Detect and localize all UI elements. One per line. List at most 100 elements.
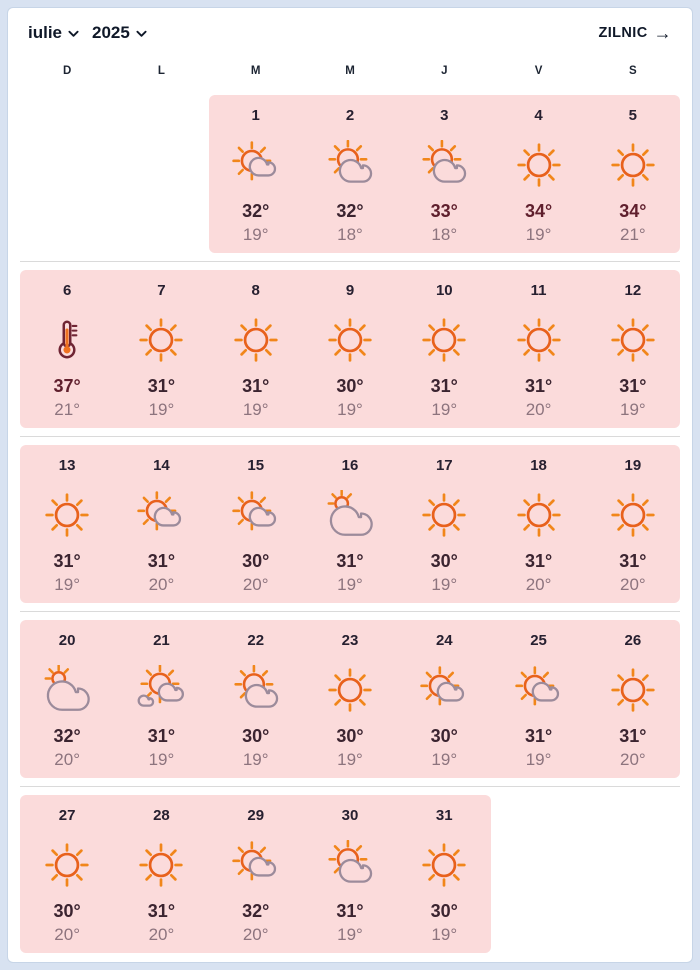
day-number: 17 xyxy=(435,457,453,474)
low-temp: 20° xyxy=(619,750,646,769)
week-divider xyxy=(20,436,680,437)
calendar-day-cell[interactable]: 27 30° 20° xyxy=(20,795,114,953)
high-temp: 31° xyxy=(430,376,458,396)
high-temp: 31° xyxy=(524,551,553,571)
weekday-label: J xyxy=(441,65,448,77)
low-temp: 19° xyxy=(431,925,458,944)
day-number: 19 xyxy=(624,457,642,474)
calendar-day-cell[interactable]: 28 31° 20° xyxy=(114,795,208,953)
sun-behind-cloud-icon xyxy=(325,133,375,197)
calendar-day-cell[interactable]: 5 34° 21° xyxy=(586,95,680,253)
calendar-day-cell[interactable]: 3 33° 18° xyxy=(397,95,491,253)
daily-view-link[interactable]: ZILNIC → xyxy=(598,24,672,42)
calendar-day-cell[interactable]: 12 31° 19° xyxy=(586,270,680,428)
low-temp: 18° xyxy=(431,225,458,244)
low-temp: 19° xyxy=(525,225,552,244)
high-temp: 30° xyxy=(430,901,458,921)
calendar-day-cell[interactable]: 13 31° 19° xyxy=(20,445,114,603)
high-temp: 30° xyxy=(336,376,364,396)
calendar-day-cell[interactable]: 4 34° 19° xyxy=(491,95,585,253)
mostly-cloudy-icon xyxy=(325,483,375,547)
weekday-label: M xyxy=(345,65,355,77)
calendar-day-cell[interactable]: 31 30° 19° xyxy=(397,795,491,953)
day-number: 1 xyxy=(251,107,260,124)
sunny-icon xyxy=(514,483,564,547)
week-divider xyxy=(20,261,680,262)
calendar-day-cell[interactable]: 8 31° 19° xyxy=(209,270,303,428)
calendar-day-cell[interactable]: 25 31° 19° xyxy=(491,620,585,778)
calendar-day-cell[interactable]: 23 30° 19° xyxy=(303,620,397,778)
high-temp: 32° xyxy=(242,201,270,221)
calendar-header: iulie 2025 ZILNIC → xyxy=(8,8,692,43)
day-number: 16 xyxy=(341,457,359,474)
calendar-day-cell[interactable]: 19 31° 20° xyxy=(586,445,680,603)
high-temp: 31° xyxy=(336,551,364,571)
arrow-right-icon: → xyxy=(653,23,672,43)
low-temp: 20° xyxy=(242,925,269,944)
low-temp: 19° xyxy=(337,750,363,769)
day-number: 3 xyxy=(440,107,449,124)
high-temp: 30° xyxy=(242,551,270,571)
week-row: 20 32° 20° 21 31° 19° 22 30° 19° 23 30° 19° 24 30° 19°… xyxy=(20,620,680,778)
year-selector[interactable]: 2025 xyxy=(92,23,147,43)
sun-with-clouds-icon xyxy=(136,658,186,722)
high-temp: 31° xyxy=(147,726,176,746)
calendar-day-cell[interactable]: 29 32° 20° xyxy=(209,795,303,953)
calendar-day-cell[interactable]: 30 31° 19° xyxy=(303,795,397,953)
calendar-day-cell[interactable]: 1 32° 19° xyxy=(209,95,303,253)
sunny-icon xyxy=(608,658,658,722)
month-label: iulie xyxy=(28,23,63,42)
partly-cloudy-icon xyxy=(419,658,469,722)
high-temp: 31° xyxy=(53,551,81,571)
low-temp: 19° xyxy=(242,400,269,419)
calendar-day-cell[interactable]: 9 30° 19° xyxy=(303,270,397,428)
sun-behind-cloud-icon xyxy=(325,833,375,897)
day-number: 30 xyxy=(341,807,359,824)
calendar-day-cell[interactable]: 7 31° 19° xyxy=(114,270,208,428)
low-temp: 19° xyxy=(242,225,269,244)
weekday-label: S xyxy=(629,65,637,77)
week-divider xyxy=(20,611,680,612)
calendar-day-cell[interactable]: 14 31° 20° xyxy=(114,445,208,603)
calendar-day-cell[interactable]: 15 30° 20° xyxy=(209,445,303,603)
mostly-cloudy-icon xyxy=(42,658,92,722)
calendar-day-cell[interactable]: 2 32° 18° xyxy=(303,95,397,253)
daily-view-label: ZILNIC xyxy=(598,25,648,41)
calendar-day-cell[interactable]: 24 30° 19° xyxy=(397,620,491,778)
sunny-icon xyxy=(608,308,658,372)
low-temp: 19° xyxy=(242,750,269,769)
week-block: 1 32° 19° 2 32° 18° 3 33° 18° 4 34° 19° 5 34° 21° xyxy=(208,95,680,253)
high-temp: 33° xyxy=(430,201,458,221)
calendar-day-cell[interactable]: 26 31° 20° xyxy=(586,620,680,778)
day-number: 23 xyxy=(341,632,359,649)
partly-cloudy-icon xyxy=(136,483,186,547)
high-temp: 31° xyxy=(147,901,176,921)
calendar-day-cell[interactable]: 18 31° 20° xyxy=(491,445,585,603)
calendar-day-cell[interactable]: 6 37° 21° xyxy=(20,270,114,428)
sunny-icon xyxy=(42,483,92,547)
calendar-day-cell[interactable]: 22 30° 19° xyxy=(209,620,303,778)
sunny-icon xyxy=(136,308,186,372)
calendar-day-cell[interactable]: 17 30° 19° xyxy=(397,445,491,603)
low-temp: 20° xyxy=(54,750,80,769)
calendar-day-cell[interactable]: 21 31° 19° xyxy=(114,620,208,778)
high-temp: 31° xyxy=(619,376,647,396)
weekday-label: L xyxy=(157,65,165,77)
day-number: 18 xyxy=(530,457,547,474)
calendar-day-cell[interactable]: 11 31° 20° xyxy=(491,270,585,428)
high-temp: 30° xyxy=(336,726,364,746)
calendar-day-cell[interactable]: 20 32° 20° xyxy=(20,620,114,778)
calendar-day-cell[interactable]: 16 31° 19° xyxy=(303,445,397,603)
day-number: 21 xyxy=(153,632,170,649)
day-number: 26 xyxy=(624,632,642,649)
low-temp: 19° xyxy=(337,925,363,944)
day-number: 8 xyxy=(251,282,260,299)
low-temp: 21° xyxy=(619,225,646,244)
month-selector[interactable]: iulie xyxy=(28,23,79,43)
weekday-label: M xyxy=(250,65,261,77)
week-block: 27 30° 20° 28 31° 20° 29 32° 20° 30 31° 19° 31 30° 19° xyxy=(20,795,492,953)
month-year-selectors: iulie 2025 xyxy=(28,23,147,43)
calendar-day-cell[interactable]: 10 31° 19° xyxy=(397,270,491,428)
